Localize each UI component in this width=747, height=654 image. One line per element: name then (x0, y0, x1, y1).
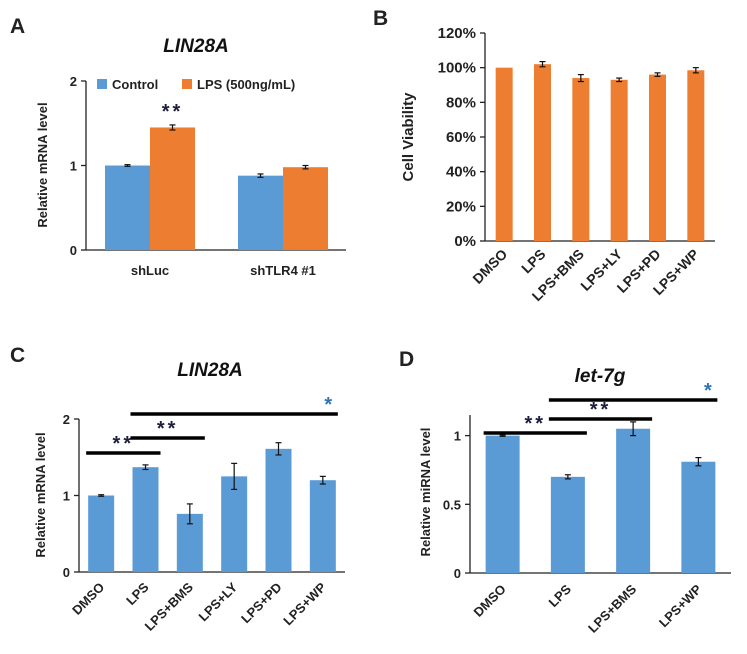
bar (485, 435, 520, 573)
legend-swatch (97, 79, 107, 89)
x-tick-label: shLuc (131, 263, 169, 278)
x-tick-label: LPS+PD (238, 580, 285, 627)
panel-a: A LIN28A Relative mRNA level 0 1 2 shLuc shTLR4… (10, 15, 346, 278)
panel-b: B Cell Viability 0% 20% 40% 60% 80% 100% 120% DMS… (373, 7, 715, 304)
x-tick-label: DMSO (469, 246, 510, 287)
y-tick-label: 1 (70, 159, 77, 174)
x-tick-label: LPS (123, 579, 152, 608)
bar (88, 495, 115, 572)
legend-label: Control (112, 77, 158, 92)
legend-label: LPS (500ng/mL) (197, 77, 295, 92)
bar (238, 175, 283, 250)
significance-stars: ** (524, 413, 546, 435)
bar (616, 428, 651, 573)
y-tick-label: 80% (446, 94, 476, 111)
y-tick-label: 20% (446, 198, 476, 215)
x-tick-label: DMSO (471, 582, 509, 620)
legend-swatch (182, 79, 192, 89)
significance-stars: * (704, 380, 715, 402)
y-tick-label: 0 (70, 243, 77, 258)
significance-stars: ** (162, 101, 184, 123)
significance-stars: ** (157, 418, 179, 440)
bar (649, 74, 666, 241)
y-tick-label: 60% (446, 129, 476, 146)
significance-stars: * (324, 394, 335, 416)
y-axis-label: Cell Viability (400, 92, 417, 182)
panel-label: C (10, 344, 25, 367)
y-tick-label: 40% (446, 164, 476, 181)
x-tick-label: shTLR4 #1 (250, 263, 316, 278)
bar (150, 127, 195, 250)
bar (309, 480, 336, 572)
chart-title: let-7g (575, 366, 626, 387)
x-tick-label: LPS+WP (280, 579, 329, 628)
bar (610, 79, 628, 241)
bar (572, 78, 590, 241)
y-tick-label: 2 (70, 74, 77, 89)
x-tick-label: LPS+BMS (142, 579, 197, 634)
y-tick-label: 0% (454, 233, 476, 250)
y-tick-label: 0 (454, 566, 461, 581)
bar (534, 64, 551, 241)
y-axis-label: Relative miRNA level (418, 428, 433, 557)
bar (687, 70, 705, 242)
y-tick-label: 2 (63, 412, 70, 427)
bar (221, 476, 248, 572)
y-axis-label: Relative mRNA level (35, 102, 50, 227)
panel-label: D (399, 348, 414, 371)
x-tick-label: LPS+WP (656, 581, 705, 630)
x-tick-label: LPS+BMS (585, 581, 640, 636)
chart-title: LIN28A (177, 360, 242, 381)
panel-label: A (10, 15, 25, 38)
bar (132, 467, 159, 572)
chart-title: LIN28A (163, 36, 228, 57)
x-tick-label: LPS+LY (196, 579, 241, 624)
y-tick-label: 1 (63, 489, 70, 504)
bar (105, 165, 150, 250)
y-axis-label: Relative mRNA level (33, 432, 48, 557)
bar (681, 461, 716, 573)
significance-stars: ** (113, 433, 135, 455)
bar (283, 167, 328, 250)
y-tick-label: 1 (454, 429, 461, 444)
bar (495, 67, 513, 242)
x-tick-label: LPS (518, 246, 549, 277)
x-tick-label: DMSO (69, 580, 107, 618)
y-tick-label: 0 (63, 565, 70, 580)
y-tick-label: 100% (438, 60, 476, 77)
y-tick-label: 0.5 (443, 497, 461, 512)
x-tick-label: LPS (546, 581, 575, 610)
significance-stars: ** (590, 399, 612, 421)
bar (265, 448, 292, 572)
panel-label: B (373, 7, 388, 30)
bar (550, 476, 585, 573)
y-tick-label: 120% (438, 25, 476, 42)
